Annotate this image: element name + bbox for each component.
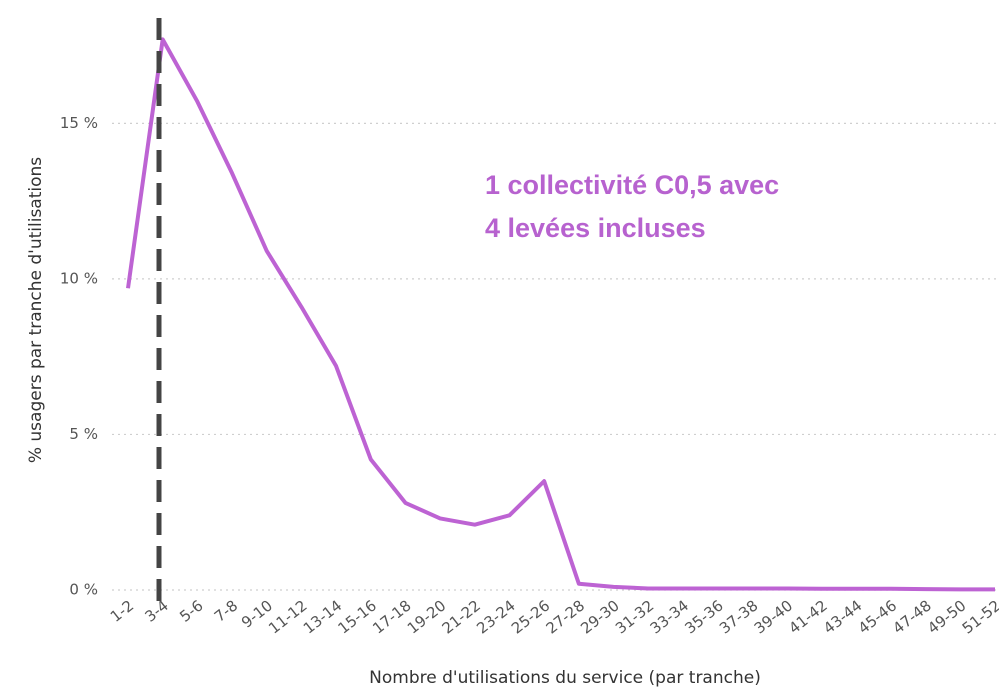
- x-tick-label: 49-50: [924, 597, 969, 638]
- x-tick-label: 15-16: [335, 597, 380, 638]
- y-tick-label: 5 %: [69, 425, 98, 443]
- x-tick-label: 3-4: [142, 597, 172, 626]
- x-tick-label: 1-2: [107, 597, 137, 626]
- y-tick-label: 0 %: [69, 581, 98, 599]
- x-tick-label: 39-40: [751, 597, 796, 638]
- annotation: 1 collectivité C0,5 avec: [485, 170, 779, 200]
- x-tick-label: 21-22: [439, 597, 484, 638]
- x-tick-label: 11-12: [265, 597, 310, 638]
- line: [126, 37, 995, 592]
- y-axis-label: % usagers par tranche d'utilisations: [26, 157, 46, 463]
- x-tick-label: 35-36: [681, 597, 726, 638]
- x-tick-label: 51-52: [959, 597, 999, 638]
- annotation: 4 levées incluses: [485, 213, 706, 243]
- y-tick-label: 15 %: [60, 114, 98, 132]
- x-tick-label: 17-18: [369, 597, 414, 638]
- x-tick-label: 33-34: [647, 597, 692, 638]
- x-tick-label: 19-20: [404, 597, 449, 638]
- x-tick-label: 13-14: [300, 597, 345, 638]
- x-tick-label: 25-26: [508, 597, 553, 638]
- x-tick-label: 37-38: [716, 597, 761, 638]
- x-axis-label: Nombre d'utilisations du service (par tr…: [369, 668, 761, 688]
- x-tick-label: 45-46: [855, 597, 900, 638]
- y-tick-label: 10 %: [60, 269, 98, 287]
- x-tick-label: 41-42: [785, 597, 830, 638]
- x-tick-label: 43-44: [820, 597, 865, 638]
- x-tick-label: 29-30: [577, 597, 622, 638]
- x-tick-label: 27-28: [543, 597, 588, 638]
- x-tick-label: 7-8: [211, 597, 241, 626]
- x-tick-label: 23-24: [473, 597, 518, 638]
- x-tick-label: 5-6: [176, 597, 206, 626]
- marks: [126, 37, 995, 592]
- x-tick-label: 31-32: [612, 597, 657, 638]
- x-tick-label: 47-48: [889, 597, 934, 638]
